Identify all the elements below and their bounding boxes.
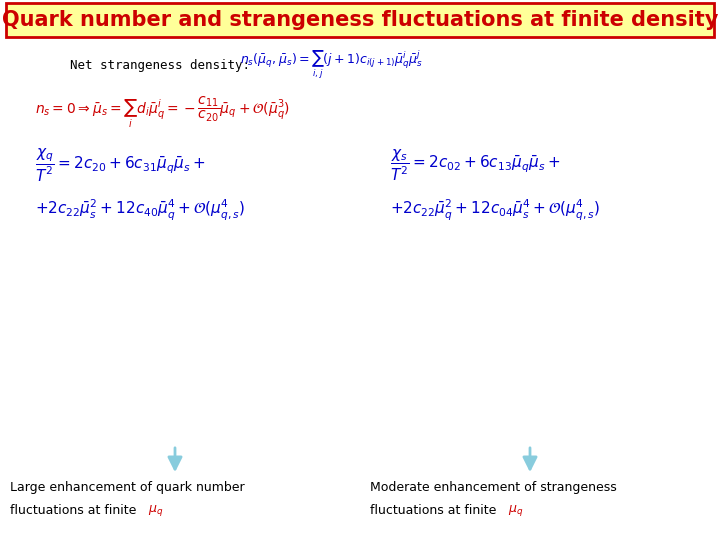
Text: $n_s(\bar{\mu}_q, \bar{\mu}_s) = \sum_{i,j}(j+1)c_{i(j+1)}\bar{\mu}_q^i\bar{\mu}: $n_s(\bar{\mu}_q, \bar{\mu}_s) = \sum_{i…: [240, 49, 423, 81]
Text: fluctuations at finite: fluctuations at finite: [10, 503, 140, 516]
Text: $\mu_q$: $\mu_q$: [508, 503, 523, 517]
Text: $\dfrac{\chi_s}{T^2} = 2c_{02} + 6c_{13}\bar{\mu}_q\bar{\mu}_s +$: $\dfrac{\chi_s}{T^2} = 2c_{02} + 6c_{13}…: [390, 147, 560, 183]
Text: Large enhancement of quark number: Large enhancement of quark number: [10, 482, 245, 495]
Text: $+2c_{22}\bar{\mu}_q^2 + 12c_{04}\bar{\mu}_s^4 + \mathcal{O}(\mu_{q,s}^4)$: $+2c_{22}\bar{\mu}_q^2 + 12c_{04}\bar{\m…: [390, 198, 600, 222]
Text: $\dfrac{\chi_q}{T^2} = 2c_{20} + 6c_{31}\bar{\mu}_q\bar{\mu}_s +$: $\dfrac{\chi_q}{T^2} = 2c_{20} + 6c_{31}…: [35, 146, 205, 184]
FancyBboxPatch shape: [6, 3, 714, 37]
Text: Net strangeness density:: Net strangeness density:: [70, 58, 258, 71]
Text: Quark number and strangeness fluctuations at finite density: Quark number and strangeness fluctuation…: [2, 10, 718, 30]
Text: $+2c_{22}\bar{\mu}_s^2 + 12c_{40}\bar{\mu}_q^4 + \mathcal{O}(\mu_{q,s}^4)$: $+2c_{22}\bar{\mu}_s^2 + 12c_{40}\bar{\m…: [35, 198, 245, 222]
Text: $n_s = 0 \Rightarrow \bar{\mu}_s = \sum_i d_i\bar{\mu}_q^i = -\dfrac{c_{11}}{c_{: $n_s = 0 \Rightarrow \bar{\mu}_s = \sum_…: [35, 94, 289, 130]
Text: $\mu_q$: $\mu_q$: [148, 503, 163, 517]
Text: fluctuations at finite: fluctuations at finite: [370, 503, 500, 516]
Text: Moderate enhancement of strangeness: Moderate enhancement of strangeness: [370, 482, 617, 495]
